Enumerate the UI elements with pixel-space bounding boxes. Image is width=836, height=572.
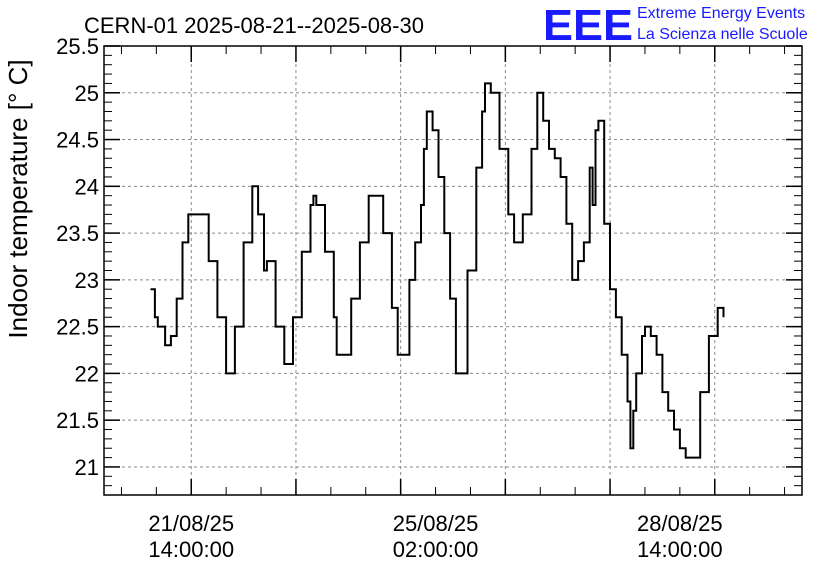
logo-line-2: La Scienza nelle Scuole: [637, 26, 808, 43]
y-tick-label: 21.5: [56, 408, 99, 433]
chart-title: CERN-01 2025-08-21--2025-08-30: [84, 13, 424, 38]
y-tick-label: 23: [75, 268, 99, 293]
y-tick-label: 22: [75, 361, 99, 386]
y-axis-label: Indoor temperature [° C]: [3, 59, 33, 338]
x-tick-labels: 21/08/2514:00:0025/08/2502:00:0028/08/25…: [148, 511, 722, 562]
axis-ticks: [104, 45, 802, 496]
y-tick-label: 24.5: [56, 128, 99, 153]
x-tick-label-date: 28/08/25: [637, 511, 723, 536]
x-tick-label-time: 14:00:00: [637, 537, 723, 562]
logo-line-1: Extreme Energy Events: [637, 5, 805, 22]
y-tick-labels: 21 21.5 22 22.5 23 23.5 24 24.5 25 25.5: [56, 34, 99, 480]
y-tick-label: 24: [75, 174, 99, 199]
plot-frame: [103, 45, 803, 496]
y-tick-label: 23.5: [56, 221, 99, 246]
x-tick-label-date: 21/08/25: [148, 511, 234, 536]
y-tick-label: 25.5: [56, 34, 99, 59]
x-tick-label-time: 14:00:00: [148, 537, 234, 562]
series-layer: [150, 82, 725, 459]
eee-logo: EEE Extreme Energy Events La Scienza nel…: [543, 1, 808, 50]
x-tick-label-time: 02:00:00: [393, 537, 479, 562]
logo-mark: EEE: [543, 1, 633, 50]
x-tick-label-date: 25/08/25: [393, 511, 479, 536]
y-tick-label: 25: [75, 81, 99, 106]
gridlines: [104, 46, 802, 495]
y-tick-label: 21: [75, 455, 99, 480]
y-tick-label: 22.5: [56, 315, 99, 340]
series-line: [150, 82, 725, 459]
